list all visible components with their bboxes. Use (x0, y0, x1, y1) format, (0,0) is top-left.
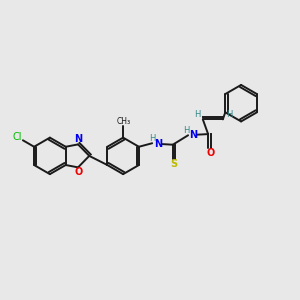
Text: O: O (206, 148, 214, 158)
Text: H: H (183, 126, 190, 135)
Text: H: H (194, 110, 200, 118)
Text: Cl: Cl (13, 132, 22, 142)
Text: N: N (154, 139, 163, 149)
Text: N: N (74, 134, 83, 144)
Text: N: N (189, 130, 197, 140)
Text: CH₃: CH₃ (117, 117, 131, 126)
Text: O: O (74, 167, 82, 177)
Text: H: H (149, 134, 156, 143)
Text: H: H (226, 110, 232, 119)
Text: S: S (170, 158, 178, 169)
